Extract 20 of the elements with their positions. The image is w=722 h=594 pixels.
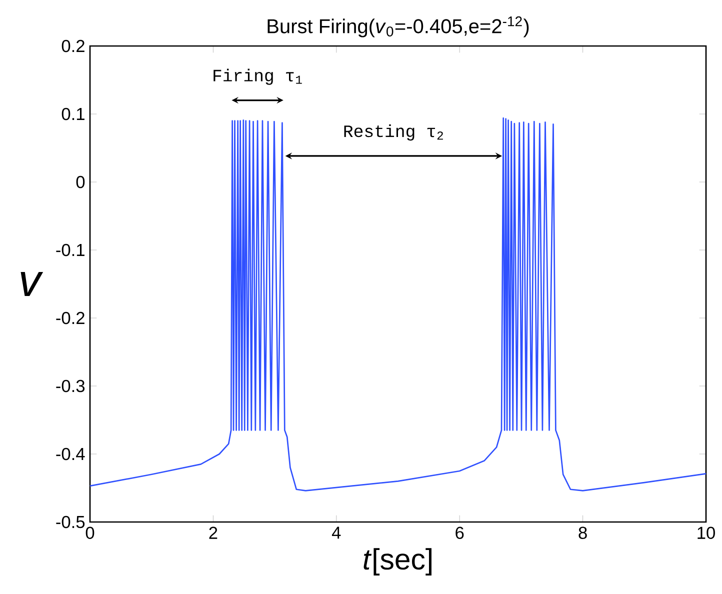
y-tick-label: 0.2 <box>62 40 84 52</box>
x-tick-label: 10 <box>698 526 715 539</box>
y-tick-label: -0.2 <box>56 312 84 324</box>
y-tick-label: -0.3 <box>56 380 85 392</box>
annotation: Resting τ$_{2}$ <box>344 124 443 141</box>
x-axis-title: t[sec] <box>364 548 432 576</box>
y-axis-title: v <box>20 272 44 296</box>
x-tick-label: 6 <box>456 526 464 539</box>
line-series <box>89 117 707 492</box>
y-tick-label: -0.5 <box>56 516 85 528</box>
y-tick-label: 0 <box>76 176 85 188</box>
annotation: Firing τ$_{1}$ <box>214 68 302 85</box>
y-tick-label: -0.4 <box>56 448 85 460</box>
y-tick-label: -0.1 <box>56 244 84 256</box>
x-tick-label: 0 <box>86 526 94 539</box>
x-tick-label: 2 <box>209 526 218 539</box>
y-tick-label: 0.1 <box>62 108 84 120</box>
x-tick-label: 4 <box>332 526 341 539</box>
chart-title: Burst Firing(v$_{0}$=-0.405,e=2$^{-12}$) <box>268 16 529 38</box>
x-tick-label: 8 <box>578 526 587 539</box>
